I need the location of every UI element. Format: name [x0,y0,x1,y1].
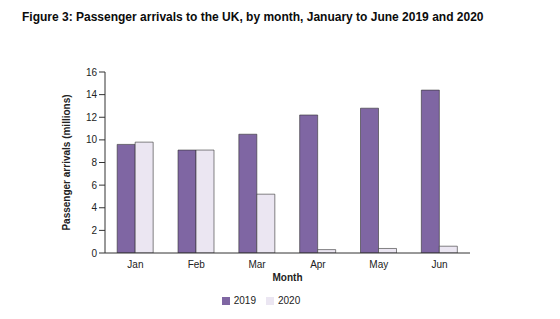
svg-text:Jan: Jan [127,259,143,270]
svg-text:Feb: Feb [188,259,206,270]
svg-text:May: May [369,259,388,270]
svg-text:8: 8 [91,157,97,168]
html-text:Figure 3: Passenger arrivals t: Figure 3: Passenger arrivals to the UK, … [22,10,484,24]
svg-text:Month: Month [273,272,303,283]
svg-text:Mar: Mar [248,259,266,270]
svg-text:0: 0 [91,248,97,259]
svg-text:10: 10 [86,134,98,145]
html-text:2020: 2020 [278,295,301,306]
svg-text:6: 6 [91,180,97,191]
svg-text:Passenger arrivals (millions): Passenger arrivals (millions) [61,94,72,230]
svg-text:Apr: Apr [310,259,326,270]
svg-text:12: 12 [86,112,98,123]
svg-text:4: 4 [91,202,97,213]
svg-text:14: 14 [86,89,98,100]
html-text:2019: 2019 [233,295,256,306]
svg-text:16: 16 [86,67,98,78]
svg-text:Jun: Jun [432,259,448,270]
svg-text:2: 2 [91,225,97,236]
